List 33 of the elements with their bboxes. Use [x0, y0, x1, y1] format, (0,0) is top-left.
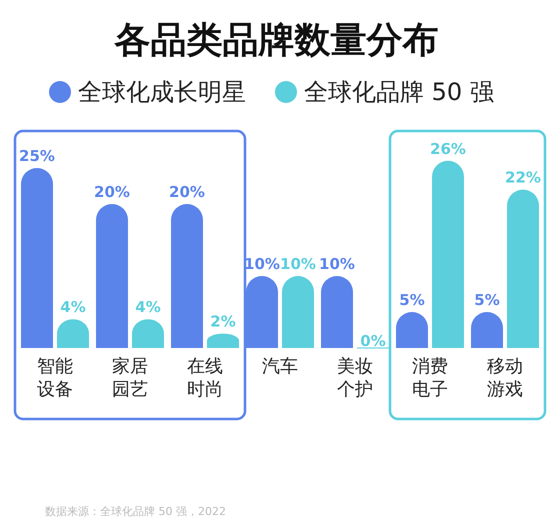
x-tick-label: 汽车	[262, 356, 298, 377]
bar	[246, 276, 278, 348]
bar	[432, 160, 464, 348]
legend-label: 全球化品牌 50 强	[304, 78, 494, 106]
data-label: 22%	[505, 168, 541, 187]
data-label: 26%	[430, 140, 466, 158]
x-tick-label: 美妆个护	[337, 356, 373, 400]
data-label: 0%	[360, 332, 386, 350]
chart-title: 各品类品牌数量分布	[114, 20, 438, 61]
bar	[171, 204, 203, 348]
x-tick-label: 在线时尚	[187, 356, 223, 400]
data-label: 10%	[244, 255, 280, 273]
data-label: 10%	[280, 255, 316, 273]
data-label: 20%	[94, 183, 130, 201]
x-tick-label: 智能设备	[37, 356, 73, 400]
data-label: 5%	[474, 291, 500, 309]
bar	[321, 276, 353, 348]
data-label: 10%	[319, 255, 355, 273]
x-tick-label: 消费电子	[412, 356, 448, 400]
legend-label: 全球化成长明星	[78, 78, 246, 106]
bar	[507, 190, 539, 348]
x-tick-label: 家居园艺	[112, 356, 148, 400]
data-label: 2%	[210, 312, 236, 331]
bar	[21, 168, 53, 348]
bar	[96, 204, 128, 348]
data-label: 25%	[19, 147, 55, 165]
x-tick-label: 移动游戏	[487, 356, 523, 400]
source-note: 数据来源：全球化品牌 50 强，2022	[45, 505, 226, 518]
bar	[282, 276, 314, 348]
data-label: 4%	[135, 298, 161, 316]
data-label: 20%	[169, 183, 205, 201]
data-label: 5%	[399, 291, 425, 309]
data-label: 4%	[60, 298, 86, 316]
